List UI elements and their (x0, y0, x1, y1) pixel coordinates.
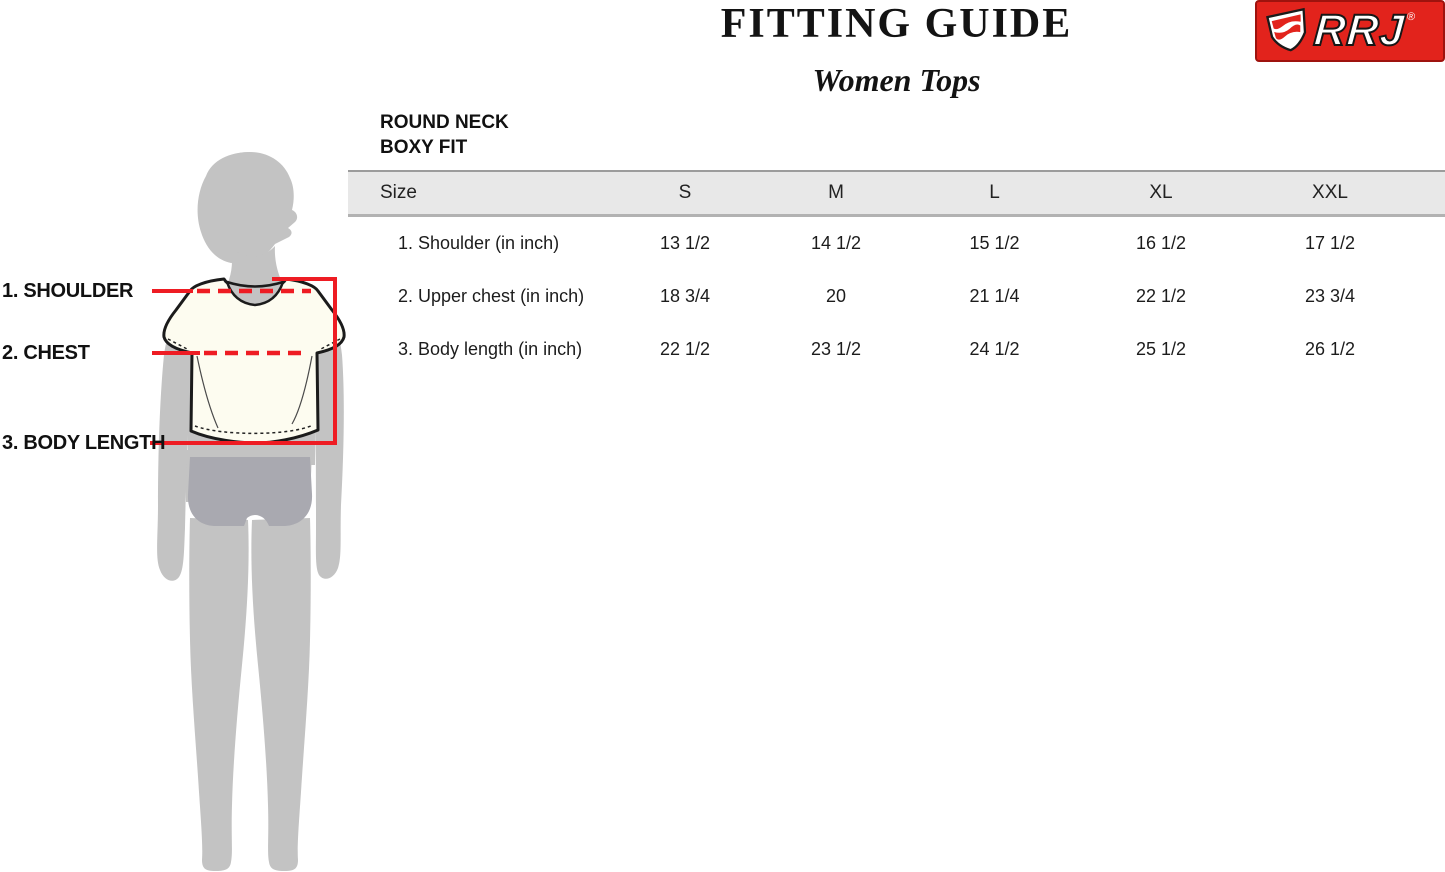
brand-logo-text: RRJ® (1311, 5, 1417, 56)
page-title: FITTING GUIDE (720, 1, 1073, 47)
tshirt-outline (162, 277, 346, 445)
size-table: Size S M L XL XXL 1. Shoulder (in inch) … (348, 170, 1445, 376)
table-row-shoulder: 1. Shoulder (in inch) 13 1/2 14 1/2 15 1… (348, 217, 1445, 270)
header-cell-xxl: XXL (1312, 182, 1348, 203)
value-cell: 13 1/2 (659, 233, 711, 253)
label-chest: 2. CHEST (2, 342, 90, 364)
row-label: 1. Shoulder (in inch) (398, 233, 560, 253)
header-cell-s: S (678, 182, 692, 203)
header-cell-xl: XL (1149, 182, 1173, 203)
table-row-upper-chest: 2. Upper chest (in inch) 18 3/4 20 21 1/… (348, 270, 1445, 323)
label-body-length: 3. BODY LENGTH (2, 432, 166, 454)
value-cell: 18 3/4 (659, 286, 711, 306)
women-figure-illustration (150, 152, 346, 871)
header-cell-m: M (828, 182, 844, 203)
value-cell: 23 1/2 (810, 339, 862, 359)
value-cell: 14 1/2 (810, 233, 862, 253)
size-table-header-row: Size S M L XL XXL (348, 170, 1445, 217)
row-label: 2. Upper chest (in inch) (398, 286, 585, 306)
fit-type-line1: ROUND NECK (380, 112, 509, 133)
body-length-bracket (150, 277, 337, 445)
label-shoulder: 1. SHOULDER (2, 280, 134, 302)
registered-mark: ® (1406, 11, 1417, 23)
measurement-lines (150, 277, 337, 445)
fit-type-label: ROUND NECK BOXY FIT (380, 110, 509, 160)
value-cell: 24 1/2 (969, 339, 1020, 359)
value-cell: 17 1/2 (1304, 233, 1356, 253)
brand-logo: RRJ® (1255, 0, 1445, 62)
value-cell: 26 1/2 (1304, 339, 1356, 359)
value-cell: 25 1/2 (1135, 339, 1187, 359)
brand-shield-icon (1266, 7, 1307, 52)
header-cell-l: L (989, 182, 1000, 203)
collar (225, 280, 285, 307)
value-cell: 23 3/4 (1304, 286, 1356, 306)
shorts (187, 457, 313, 526)
value-cell: 20 (825, 286, 847, 306)
table-row-body-length: 3. Body length (in inch) 22 1/2 23 1/2 2… (348, 323, 1445, 376)
row-label: 3. Body length (in inch) (398, 339, 583, 359)
value-cell: 22 1/2 (1135, 286, 1187, 306)
header-cell-size: Size (380, 182, 417, 203)
value-cell: 22 1/2 (659, 339, 711, 359)
page-subtitle: Women Tops (812, 62, 981, 98)
value-cell: 21 1/4 (969, 286, 1020, 306)
fit-type-line2: BOXY FIT (380, 137, 468, 158)
value-cell: 15 1/2 (969, 233, 1020, 253)
value-cell: 16 1/2 (1135, 233, 1187, 253)
